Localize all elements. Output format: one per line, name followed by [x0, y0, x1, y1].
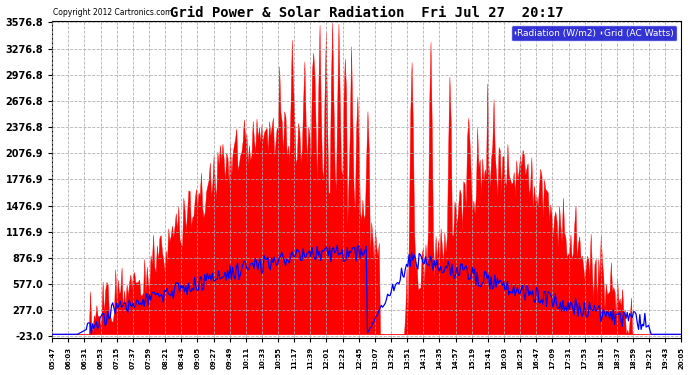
Legend: Radiation (W/m2), Grid (AC Watts): Radiation (W/m2), Grid (AC Watts) — [511, 25, 677, 42]
Title: Grid Power & Solar Radiation  Fri Jul 27  20:17: Grid Power & Solar Radiation Fri Jul 27 … — [170, 6, 564, 20]
Text: Copyright 2012 Cartronics.com: Copyright 2012 Cartronics.com — [53, 8, 172, 17]
